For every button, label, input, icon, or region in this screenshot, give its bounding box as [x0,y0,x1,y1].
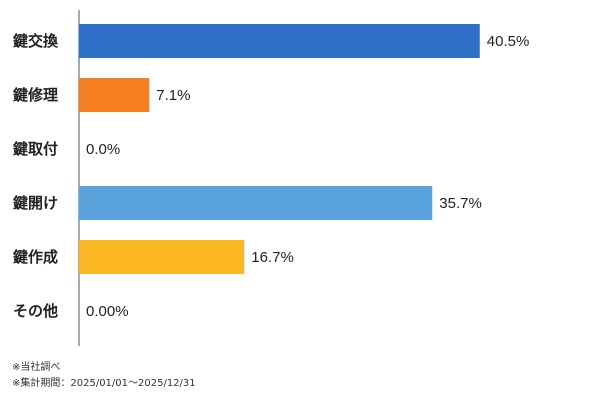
footnote-source: ※当社調べ [12,362,61,373]
footnote-period: ※集計期間：2025/01/01～2025/12/31 [12,378,196,389]
category-label-6: その他 [13,302,58,320]
bar-1 [79,24,480,58]
value-label-5: 16.7% [251,249,294,266]
category-label-3: 鍵取付 [13,140,58,158]
bars-group [79,24,480,274]
category-label-5: 鍵作成 [13,248,58,266]
value-labels-group: 40.5% 7.1% 0.0% 35.7% 16.7% 0.00% [86,33,529,320]
value-label-3: 0.0% [86,141,120,158]
category-label-2: 鍵修理 [13,86,58,104]
bar-2 [79,78,150,112]
category-label-1: 鍵交換 [13,32,59,50]
value-label-1: 40.5% [487,33,530,50]
bar-4 [79,186,433,220]
value-label-4: 35.7% [439,195,482,212]
value-label-2: 7.1% [156,87,190,104]
category-label-4: 鍵開け [13,194,58,212]
bar-5 [79,240,245,274]
value-label-6: 0.00% [86,303,129,320]
